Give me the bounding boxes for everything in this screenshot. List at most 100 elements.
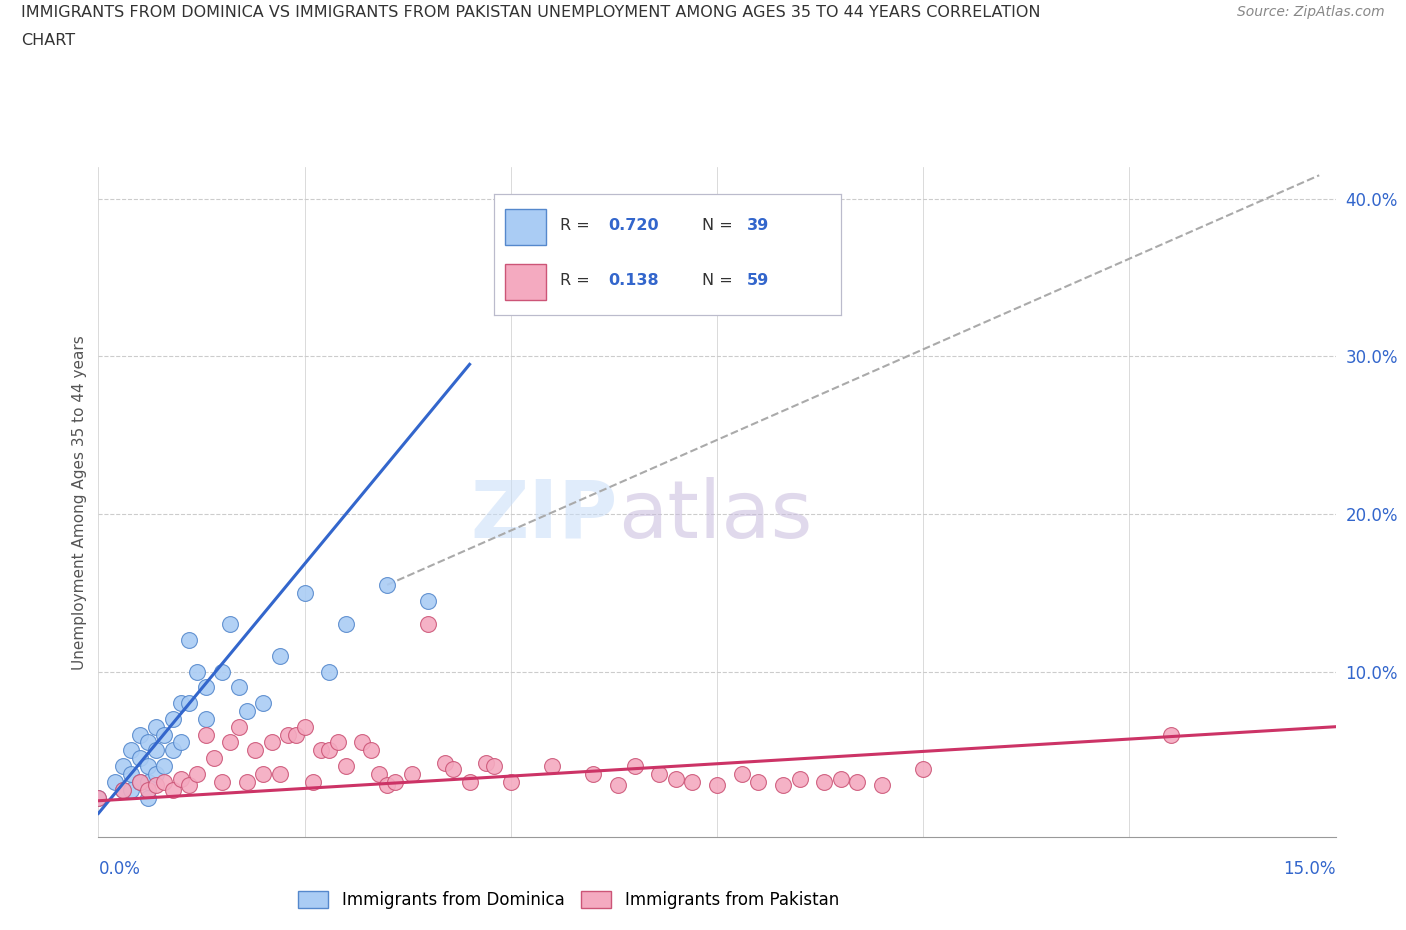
Point (607, 777, 630, 792)
Point (830, 771, 852, 786)
Point (236, 703, 259, 718)
Point (219, 735, 242, 750)
Point (87, 790, 110, 805)
Point (269, 766, 291, 781)
Point (367, 766, 389, 781)
Point (1160, 727, 1182, 742)
Point (186, 664, 208, 679)
Text: IMMIGRANTS FROM DOMINICA VS IMMIGRANTS FROM PAKISTAN UNEMPLOYMENT AMONG AGES 35 : IMMIGRANTS FROM DOMINICA VS IMMIGRANTS F… (21, 5, 1040, 20)
Point (582, 766, 605, 781)
Point (252, 766, 274, 781)
Point (162, 782, 184, 797)
Point (136, 782, 159, 797)
Point (179, 777, 201, 792)
Point (813, 775, 835, 790)
Point (211, 775, 233, 790)
Point (236, 775, 259, 790)
Point (665, 771, 688, 786)
Point (194, 727, 217, 742)
Point (120, 782, 142, 797)
Point (112, 782, 135, 797)
Y-axis label: Unemployment Among Ages 35 to 44 years: Unemployment Among Ages 35 to 44 years (72, 335, 87, 670)
Point (418, 593, 440, 608)
Point (136, 759, 159, 774)
Point (128, 775, 150, 790)
Point (294, 585, 316, 600)
Point (458, 775, 481, 790)
Text: N =: N = (702, 218, 733, 233)
Point (326, 735, 349, 750)
Text: Source: ZipAtlas.com: Source: ZipAtlas.com (1237, 5, 1385, 19)
Point (277, 727, 299, 742)
Point (194, 680, 217, 695)
Point (772, 777, 794, 792)
Point (252, 696, 274, 711)
Point (706, 777, 728, 792)
Point (145, 743, 167, 758)
Point (104, 775, 127, 790)
Point (541, 759, 564, 774)
Point (499, 775, 522, 790)
Point (179, 696, 201, 711)
Point (243, 743, 266, 758)
Point (912, 762, 935, 777)
Point (870, 777, 893, 792)
Text: atlas: atlas (619, 476, 813, 554)
Point (433, 755, 456, 770)
Text: 15.0%: 15.0% (1284, 860, 1336, 878)
Point (228, 719, 250, 734)
Point (136, 775, 159, 790)
Point (731, 766, 754, 781)
Bar (505, 264, 547, 300)
Point (846, 775, 869, 790)
Point (318, 743, 340, 758)
Point (162, 711, 184, 726)
Point (260, 735, 283, 750)
Point (418, 617, 440, 631)
Point (219, 617, 242, 631)
Point (789, 771, 811, 786)
Text: 0.138: 0.138 (609, 273, 659, 288)
Point (294, 719, 316, 734)
Point (335, 759, 357, 774)
Point (269, 648, 291, 663)
Text: N =: N = (702, 273, 733, 288)
Point (170, 735, 193, 750)
Point (648, 766, 671, 781)
Text: ZIP: ZIP (471, 476, 619, 554)
Point (228, 680, 250, 695)
Text: 0.0%: 0.0% (98, 860, 141, 878)
Point (360, 743, 382, 758)
Point (145, 777, 167, 792)
Point (375, 578, 398, 592)
Text: CHART: CHART (21, 33, 75, 47)
Point (153, 775, 176, 790)
Point (285, 727, 308, 742)
Point (352, 735, 374, 750)
Point (120, 743, 142, 758)
Point (145, 766, 167, 781)
Point (211, 664, 233, 679)
Point (112, 759, 135, 774)
Point (202, 751, 225, 765)
Text: 59: 59 (747, 273, 769, 288)
Point (484, 759, 506, 774)
Text: 39: 39 (747, 218, 769, 233)
Text: R =: R = (560, 273, 591, 288)
Point (112, 782, 135, 797)
Point (401, 766, 423, 781)
Point (128, 775, 150, 790)
Point (384, 775, 406, 790)
Point (170, 696, 193, 711)
Point (128, 727, 150, 742)
Point (194, 711, 217, 726)
Point (170, 771, 193, 786)
Text: R =: R = (560, 218, 591, 233)
Point (681, 775, 703, 790)
Point (302, 775, 325, 790)
Point (623, 759, 645, 774)
Point (128, 751, 150, 765)
Point (309, 743, 332, 758)
Bar (505, 208, 547, 245)
Point (747, 775, 769, 790)
